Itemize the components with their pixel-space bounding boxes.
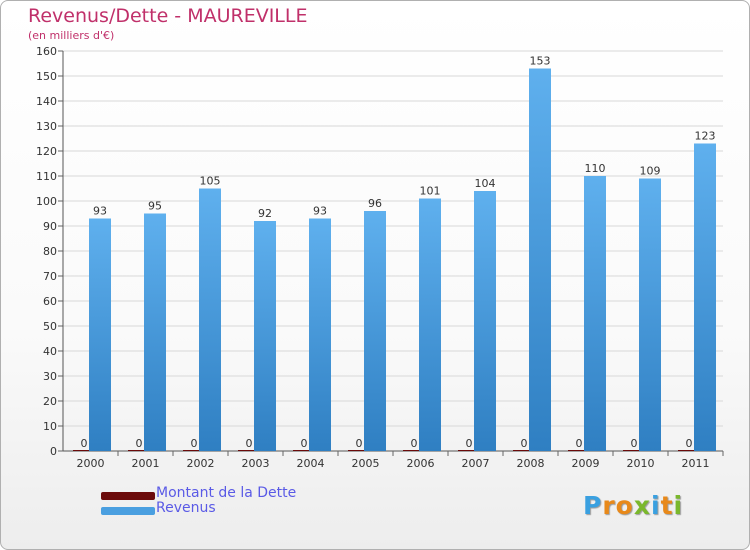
revenus-value-label: 93 — [313, 205, 327, 218]
revenus-value-label: 93 — [93, 205, 107, 218]
revenus-value-label: 101 — [420, 185, 441, 198]
y-tick-label: 80 — [43, 245, 57, 258]
revenus-value-label: 96 — [368, 197, 382, 210]
dette-bar — [348, 450, 370, 451]
revenus-bar — [254, 221, 276, 451]
revenus-bar — [89, 218, 111, 451]
y-tick-label: 110 — [36, 170, 57, 183]
dette-bar — [513, 450, 535, 451]
revenus-bar — [584, 176, 606, 451]
logo-letter: o — [615, 491, 634, 520]
y-tick-label: 100 — [36, 195, 57, 208]
revenus-bar — [639, 178, 661, 451]
revenus-value-label: 110 — [585, 162, 606, 175]
dette-bar — [678, 450, 700, 451]
dette-bar — [183, 450, 205, 451]
revenus-value-label: 123 — [695, 130, 716, 143]
chart-title: Revenus/Dette - MAUREVILLE — [28, 5, 308, 27]
x-tick-label: 2001 — [132, 457, 160, 470]
y-tick-label: 140 — [36, 95, 57, 108]
y-tick-label: 120 — [36, 145, 57, 158]
dette-bar — [73, 450, 95, 451]
revenus-value-label: 109 — [640, 165, 661, 178]
dette-value-label: 0 — [191, 437, 198, 450]
dette-bar — [293, 450, 315, 451]
chart-subtitle: (en milliers d'€) — [28, 29, 115, 42]
legend-label-revenus: Revenus — [156, 500, 216, 516]
y-tick-label: 40 — [43, 345, 57, 358]
x-tick-label: 2009 — [572, 457, 600, 470]
x-tick-label: 2007 — [462, 457, 490, 470]
revenus-bar — [144, 213, 166, 451]
y-tick-label: 50 — [43, 320, 57, 333]
y-tick-label: 60 — [43, 295, 57, 308]
revenus-bar — [474, 191, 496, 451]
logo-letter: P — [583, 491, 603, 520]
dette-value-label: 0 — [356, 437, 363, 450]
dette-value-label: 0 — [521, 437, 528, 450]
legend-swatch-revenus — [101, 507, 155, 515]
logo-letter: r — [602, 491, 616, 520]
y-tick-label: 30 — [43, 370, 57, 383]
y-tick-label: 90 — [43, 220, 57, 233]
legend-swatch-dette — [101, 492, 155, 500]
y-tick-label: 70 — [43, 270, 57, 283]
revenus-value-label: 153 — [530, 55, 551, 68]
dette-value-label: 0 — [246, 437, 253, 450]
dette-bar — [128, 450, 150, 451]
x-tick-label: 2002 — [187, 457, 215, 470]
logo-letter: i — [673, 491, 684, 520]
revenus-value-label: 95 — [148, 200, 162, 213]
x-tick-label: 2010 — [627, 457, 655, 470]
dette-bar — [568, 450, 590, 451]
revenus-value-label: 104 — [475, 177, 496, 190]
dette-value-label: 0 — [686, 437, 693, 450]
dette-value-label: 0 — [301, 437, 308, 450]
x-tick-label: 2000 — [77, 457, 105, 470]
legend-label-dette: Montant de la Dette — [156, 485, 297, 501]
dette-value-label: 0 — [576, 437, 583, 450]
y-tick-label: 130 — [36, 120, 57, 133]
revenus-bar — [364, 211, 386, 451]
revenus-value-label: 105 — [200, 175, 221, 188]
dette-bar — [238, 450, 260, 451]
revenus-bar — [529, 68, 551, 451]
revenus-bar — [694, 143, 716, 451]
revenus-value-label: 92 — [258, 207, 272, 220]
x-tick-label: 2004 — [297, 457, 325, 470]
logo-letter: x — [633, 491, 651, 520]
x-tick-label: 2003 — [242, 457, 270, 470]
y-tick-label: 10 — [43, 420, 57, 433]
x-tick-label: 2005 — [352, 457, 380, 470]
dette-value-label: 0 — [81, 437, 88, 450]
x-tick-label: 2006 — [407, 457, 435, 470]
y-tick-label: 150 — [36, 70, 57, 83]
x-tick-label: 2011 — [682, 457, 710, 470]
proxiti-logo: Proxiti — [583, 491, 683, 520]
logo-letter: i — [651, 491, 661, 520]
revenus-bar — [419, 198, 441, 451]
revenus-bar — [199, 188, 221, 451]
y-tick-label: 160 — [36, 45, 57, 58]
y-tick-label: 20 — [43, 395, 57, 408]
dette-value-label: 0 — [136, 437, 143, 450]
dette-value-label: 0 — [411, 437, 418, 450]
dette-bar — [403, 450, 425, 451]
y-tick-label: 0 — [50, 445, 57, 458]
logo-letter: t — [660, 491, 674, 520]
dette-bar — [623, 450, 645, 451]
dette-value-label: 0 — [466, 437, 473, 450]
dette-bar — [458, 450, 480, 451]
dette-value-label: 0 — [631, 437, 638, 450]
revenus-bar — [309, 218, 331, 451]
x-tick-label: 2008 — [517, 457, 545, 470]
